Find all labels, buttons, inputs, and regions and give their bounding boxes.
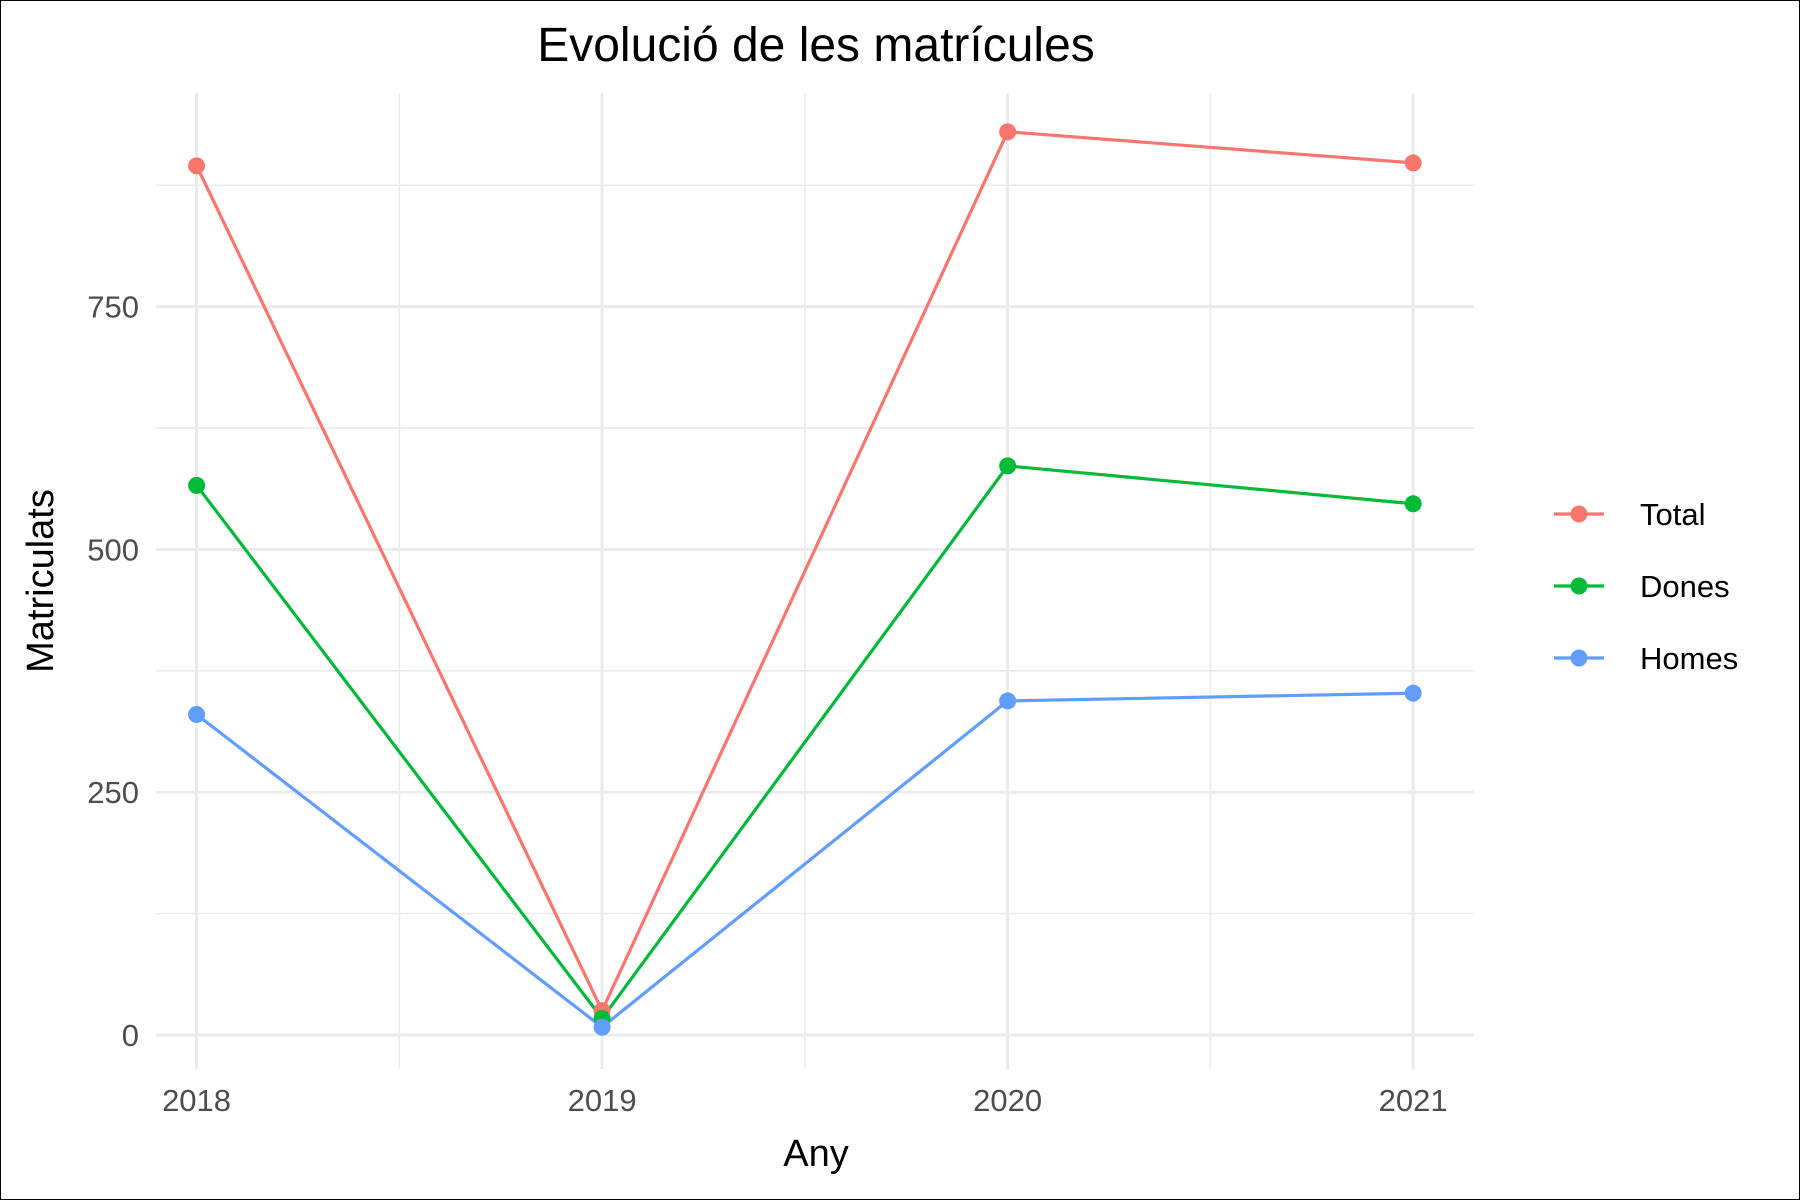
series-line-dones: [195, 464, 1414, 1021]
chart-title: Evolució de les matrícules: [537, 19, 1095, 72]
y-tick-label: 500: [87, 532, 139, 567]
x-axis-title: Any: [783, 1133, 848, 1175]
series-layer: [188, 123, 1422, 1036]
legend-label-dones: Dones: [1640, 569, 1730, 604]
legend: Total Dones Homes: [1554, 497, 1738, 676]
point-homes: [593, 1018, 611, 1036]
point-dones: [1404, 495, 1422, 513]
y-axis-title: Matriculats: [20, 489, 62, 673]
point-total: [188, 157, 206, 175]
legend-key-point-dones: [1570, 577, 1588, 595]
y-tick-label: 250: [87, 775, 139, 810]
legend-label-homes: Homes: [1640, 641, 1738, 676]
point-homes: [999, 692, 1017, 710]
x-tick-label: 2019: [568, 1083, 637, 1118]
grid: [156, 93, 1474, 1069]
x-tick-label: 2021: [1379, 1083, 1448, 1118]
legend-key-point-homes: [1570, 649, 1588, 667]
point-total: [999, 123, 1017, 141]
legend-key-point-total: [1570, 505, 1588, 523]
x-tick-label: 2018: [162, 1083, 231, 1118]
point-dones: [188, 476, 206, 494]
axes: 0 250 500 750 2018 2019 2020 2021: [87, 290, 1447, 1118]
x-tick-label: 2020: [973, 1083, 1042, 1118]
series-line-total: [195, 130, 1414, 1013]
legend-label-total: Total: [1640, 497, 1705, 532]
point-homes: [1404, 684, 1422, 702]
series-line-homes: [195, 691, 1414, 1029]
y-tick-label: 0: [122, 1018, 139, 1053]
y-tick-label: 750: [87, 290, 139, 325]
point-homes: [188, 706, 206, 724]
point-total: [1404, 154, 1422, 172]
point-dones: [999, 457, 1017, 475]
